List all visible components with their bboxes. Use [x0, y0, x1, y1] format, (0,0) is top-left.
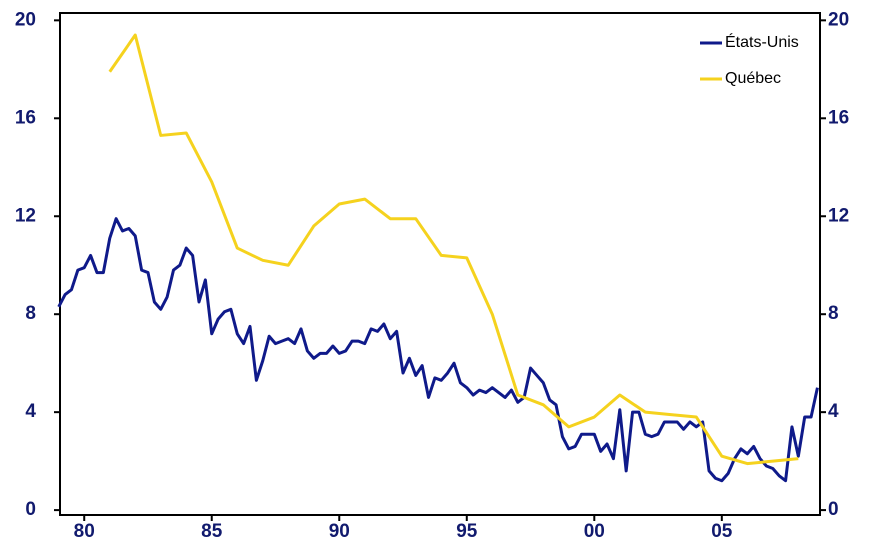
- y2-tick-label: 16: [828, 107, 849, 128]
- x-tick-label: 80: [74, 521, 95, 542]
- x-tick-label: 05: [711, 521, 733, 542]
- y2-tick-label: 20: [828, 9, 849, 30]
- y2-tick-label: 0: [828, 499, 839, 520]
- y-tick-label: 16: [15, 107, 36, 128]
- y-tick-label: 8: [25, 303, 36, 324]
- y-tick-label: 4: [25, 401, 36, 422]
- x-tick-label: 85: [201, 521, 223, 542]
- x-tick-label: 90: [329, 521, 350, 542]
- y-tick-label: 0: [25, 499, 36, 520]
- legend-label: États-Unis: [725, 32, 799, 51]
- y2-tick-label: 8: [828, 303, 839, 324]
- y2-tick-label: 12: [828, 205, 849, 226]
- legend-label: Québec: [725, 70, 781, 87]
- series-line: [108, 33, 799, 466]
- x-tick-label: 00: [584, 521, 605, 542]
- y-tick-label: 20: [15, 9, 36, 30]
- x-tick-label: 95: [456, 521, 478, 542]
- y2-tick-label: 4: [828, 401, 839, 422]
- series-line: [57, 217, 819, 483]
- y-tick-label: 12: [15, 205, 36, 226]
- plot-frame: [59, 12, 821, 516]
